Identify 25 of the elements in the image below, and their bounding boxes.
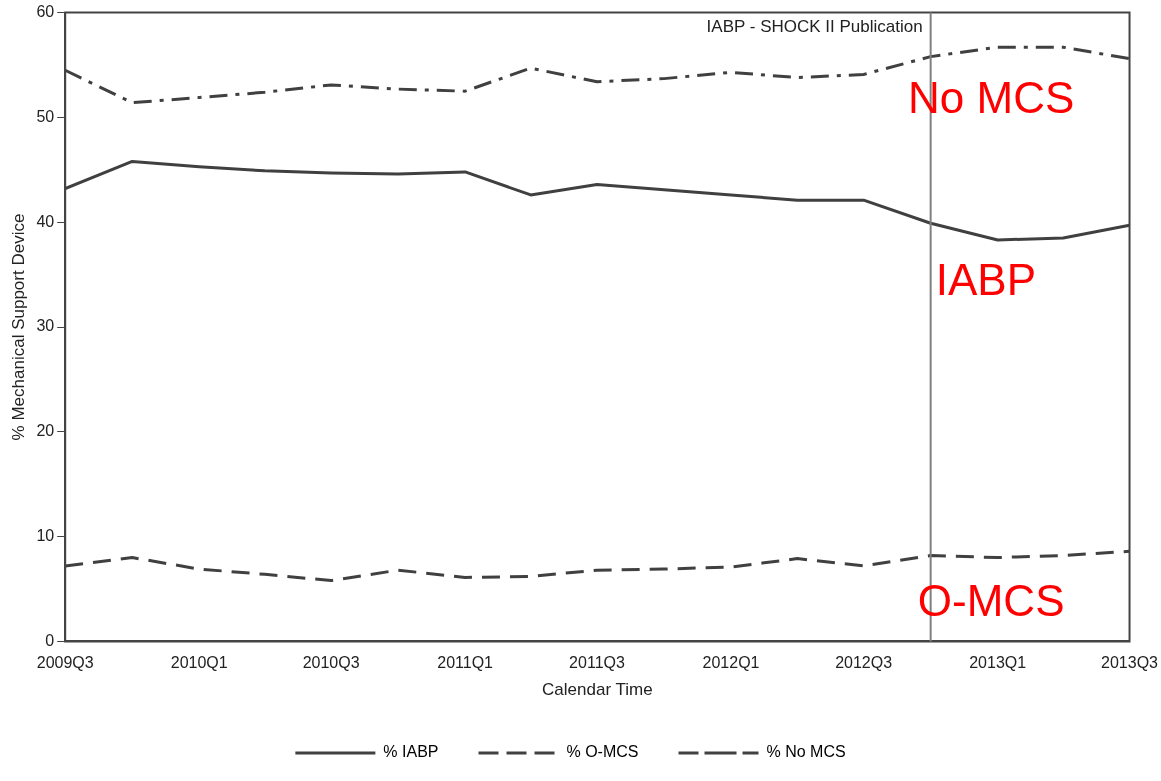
legend-label: % O-MCS xyxy=(566,743,639,761)
y-tick-label: 50 xyxy=(36,107,55,125)
annotation: O-MCS xyxy=(917,575,1065,625)
legend-label: % No MCS xyxy=(766,743,846,761)
y-tick-label: 10 xyxy=(36,527,55,545)
y-tick-label: 60 xyxy=(36,3,55,21)
x-tick-label: 2012Q1 xyxy=(702,654,760,672)
annotation: IABP xyxy=(935,255,1036,305)
y-tick-label: 20 xyxy=(36,422,55,440)
x-tick-label: 2010Q3 xyxy=(302,654,360,672)
annotation: No MCS xyxy=(908,72,1075,122)
x-tick-label: 2011Q3 xyxy=(569,654,625,672)
y-tick-label: 0 xyxy=(45,631,55,649)
x-tick-label: 2013Q1 xyxy=(969,654,1027,672)
x-tick-label: 2012Q3 xyxy=(835,654,893,672)
y-axis-title: % Mechanical Support Device xyxy=(8,213,28,441)
x-tick-label: 2010Q1 xyxy=(170,654,228,672)
x-tick-label: 2009Q3 xyxy=(36,654,94,672)
x-tick-label: 2013Q3 xyxy=(1101,654,1159,672)
y-tick-label: 40 xyxy=(36,212,55,230)
x-tick-label: 2011Q1 xyxy=(437,654,494,672)
y-tick-label: 30 xyxy=(36,317,55,335)
x-axis-title: Calendar Time xyxy=(542,680,653,700)
legend-label: % IABP xyxy=(383,743,439,761)
ref-line-label: IABP - SHOCK II Publication xyxy=(706,17,923,37)
